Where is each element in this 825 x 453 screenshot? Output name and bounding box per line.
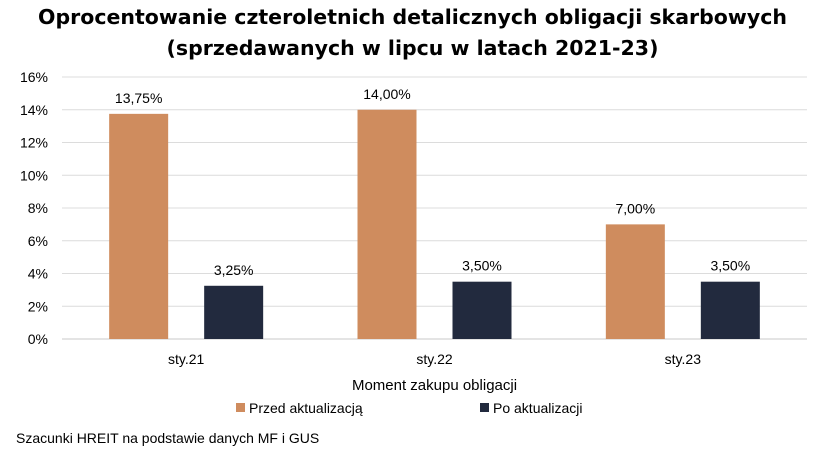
bar [605, 224, 665, 339]
legend-label: Po aktualizacji [493, 400, 583, 416]
chart-title-line-2: (sprzedawanych w lipcu w latach 2021-23) [166, 36, 659, 60]
y-tick-label: 0% [28, 331, 48, 347]
y-tick-label: 2% [28, 298, 48, 314]
bar-value-label: 7,00% [615, 200, 655, 216]
x-tick-label: sty.21 [168, 351, 205, 367]
y-tick-label: 14% [20, 102, 48, 118]
bar [452, 281, 512, 339]
y-tick-label: 4% [28, 266, 48, 282]
x-tick-label: sty.23 [665, 351, 702, 367]
bar [204, 285, 264, 339]
bar-chart: 0% 2% 4% 6% 8% 10% 12% 14% 16% 13,75% 3,25% sty.21 1… [20, 69, 807, 416]
x-tick-label: sty.22 [416, 351, 453, 367]
bar [109, 113, 169, 339]
legend-swatch [480, 403, 489, 412]
bar [357, 109, 417, 339]
source-note: Szacunki HREIT na podstawie danych MF i … [16, 430, 320, 446]
bar-value-label: 13,75% [115, 90, 162, 106]
y-tick-label: 10% [20, 167, 48, 183]
y-tick-label: 12% [20, 135, 48, 151]
bar-value-label: 3,50% [462, 258, 502, 274]
bar-value-label: 14,00% [363, 86, 410, 102]
bar-value-label: 3,25% [214, 262, 254, 278]
x-axis-title: Moment zakupu obligacji [352, 377, 517, 394]
y-tick-label: 6% [28, 233, 48, 249]
y-tick-label: 16% [20, 69, 48, 85]
bar [700, 281, 760, 339]
bar-value-label: 3,50% [710, 258, 750, 274]
chart-title-line-1: Oprocentowanie czteroletnich detalicznyc… [38, 5, 787, 29]
y-tick-label: 8% [28, 200, 48, 216]
legend-label: Przed aktualizacją [249, 400, 363, 416]
legend-swatch [236, 403, 245, 412]
